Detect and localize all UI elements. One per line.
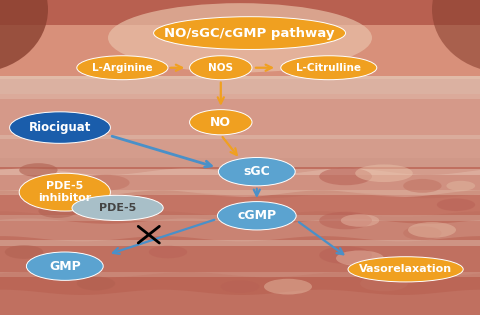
Ellipse shape	[403, 226, 442, 240]
FancyBboxPatch shape	[0, 94, 480, 139]
Ellipse shape	[77, 56, 168, 80]
Ellipse shape	[264, 279, 312, 295]
Ellipse shape	[217, 202, 296, 230]
Ellipse shape	[72, 195, 163, 220]
Ellipse shape	[190, 110, 252, 135]
Ellipse shape	[432, 0, 480, 72]
Ellipse shape	[108, 3, 372, 72]
Text: L-Arginine: L-Arginine	[92, 63, 153, 73]
Ellipse shape	[319, 168, 372, 185]
Text: Vasorelaxation: Vasorelaxation	[359, 264, 452, 274]
Ellipse shape	[19, 173, 110, 211]
Text: NO: NO	[210, 116, 231, 129]
Ellipse shape	[348, 257, 463, 282]
Ellipse shape	[5, 245, 43, 259]
Text: NOS: NOS	[208, 63, 233, 73]
Polygon shape	[0, 272, 480, 295]
FancyBboxPatch shape	[0, 76, 480, 99]
Text: sGC: sGC	[243, 165, 270, 178]
Ellipse shape	[281, 56, 377, 80]
Ellipse shape	[446, 181, 475, 191]
FancyBboxPatch shape	[0, 0, 480, 79]
FancyBboxPatch shape	[0, 0, 480, 25]
Text: Riociguat: Riociguat	[29, 121, 91, 134]
Ellipse shape	[319, 212, 372, 229]
Ellipse shape	[38, 204, 77, 218]
Ellipse shape	[360, 276, 408, 291]
Polygon shape	[0, 192, 480, 217]
FancyBboxPatch shape	[0, 135, 480, 167]
FancyBboxPatch shape	[0, 190, 480, 195]
Polygon shape	[0, 169, 480, 197]
Ellipse shape	[19, 163, 58, 177]
Polygon shape	[0, 219, 480, 241]
Ellipse shape	[336, 250, 384, 266]
Ellipse shape	[26, 252, 103, 280]
Ellipse shape	[154, 17, 346, 49]
Ellipse shape	[149, 246, 187, 258]
Ellipse shape	[221, 280, 259, 293]
Ellipse shape	[190, 56, 252, 80]
Text: NO/sGC/cGMP pathway: NO/sGC/cGMP pathway	[164, 26, 335, 40]
Ellipse shape	[10, 112, 110, 143]
Ellipse shape	[437, 198, 475, 211]
Text: GMP: GMP	[49, 260, 81, 273]
Ellipse shape	[319, 246, 372, 264]
Ellipse shape	[77, 277, 115, 290]
FancyBboxPatch shape	[0, 215, 480, 220]
Ellipse shape	[408, 222, 456, 238]
FancyBboxPatch shape	[0, 158, 480, 315]
Text: PDE-5: PDE-5	[99, 203, 136, 213]
Text: L-Citrulline: L-Citrulline	[296, 63, 361, 73]
Polygon shape	[0, 242, 480, 268]
Ellipse shape	[82, 175, 130, 191]
FancyBboxPatch shape	[0, 272, 480, 277]
Ellipse shape	[403, 179, 442, 193]
FancyBboxPatch shape	[0, 169, 480, 175]
Text: cGMP: cGMP	[237, 209, 276, 222]
Ellipse shape	[341, 214, 379, 227]
Text: PDE-5
inhibitor: PDE-5 inhibitor	[38, 181, 91, 203]
Ellipse shape	[218, 158, 295, 186]
Ellipse shape	[355, 164, 413, 182]
Ellipse shape	[0, 0, 48, 72]
FancyBboxPatch shape	[0, 240, 480, 246]
Ellipse shape	[422, 255, 461, 268]
